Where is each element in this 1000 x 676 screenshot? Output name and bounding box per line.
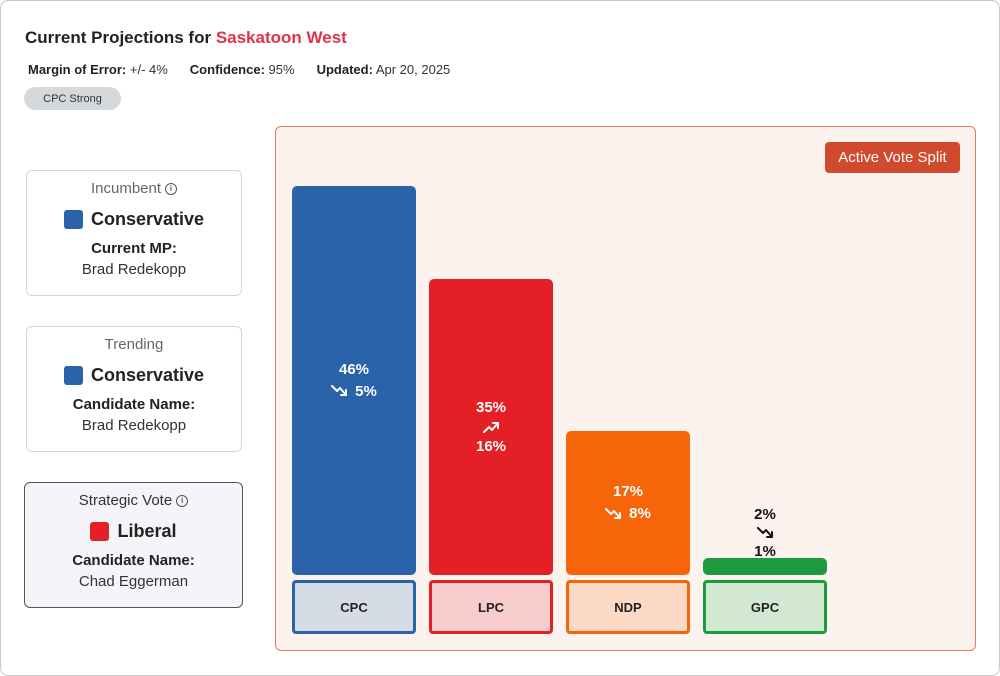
card-header: Strategic Vote i xyxy=(25,492,242,509)
bar-value-label: 35% xyxy=(475,399,507,416)
card-header: Incumbent i xyxy=(27,180,241,197)
bar-labels: 17% 8% xyxy=(566,483,690,522)
trend-down-icon xyxy=(605,507,622,520)
trending-card: Trending Conservative Candidate Name: Br… xyxy=(26,326,242,452)
category-label-cpc: CPC xyxy=(292,580,416,634)
bar-lpc: 35% 16% xyxy=(429,279,553,575)
status-badge: CPC Strong xyxy=(24,87,121,110)
party-row: Conservative xyxy=(27,365,241,386)
current-mp-name: Brad Redekopp xyxy=(81,261,187,278)
trend-value-label: 1% xyxy=(754,543,776,561)
strategic-vote-card: Strategic Vote i Liberal Candidate Name: … xyxy=(24,482,243,608)
meta-row: Margin of Error: +/- 4% Confidence: 95% … xyxy=(28,62,450,77)
updated-date: Updated: Apr 20, 2025 xyxy=(316,62,451,77)
trend-value-label: 16% xyxy=(475,438,507,455)
bar-value-label: 46% xyxy=(338,360,370,378)
bar-value-label: 2% xyxy=(754,506,776,524)
confidence: Confidence: 95% xyxy=(189,62,295,77)
bar-cpc: 46% 5% xyxy=(292,186,416,575)
margin-of-error: Margin of Error: +/- 4% xyxy=(28,62,168,77)
party-swatch xyxy=(90,522,110,541)
party-swatch xyxy=(63,210,83,229)
candidate-label: Candidate Name: xyxy=(72,396,196,413)
active-vote-split-button[interactable]: Active Vote Split xyxy=(825,142,960,173)
category-label-ndp: NDP xyxy=(566,580,690,634)
bar-gpc xyxy=(703,558,827,575)
trend-value-label: 5% xyxy=(355,382,377,400)
party-swatch xyxy=(63,366,83,385)
candidate-name: Chad Eggerman xyxy=(78,573,189,590)
candidate-name: Brad Redekopp xyxy=(81,417,187,434)
page-title: Current Projections for Saskatoon West xyxy=(25,28,347,48)
trend-down-icon xyxy=(757,527,773,539)
party-row: Conservative xyxy=(27,209,241,230)
trend-up-icon xyxy=(483,421,499,433)
current-mp-label: Current MP: xyxy=(91,240,177,257)
info-icon[interactable]: i xyxy=(165,182,178,195)
card-header: Trending xyxy=(104,336,164,353)
incumbent-card: Incumbent i Conservative Current MP: Brad… xyxy=(26,170,242,296)
candidate-label: Candidate Name: xyxy=(72,552,195,569)
party-row: Liberal xyxy=(25,521,242,542)
riding-name: Saskatoon West xyxy=(215,28,347,47)
vote-split-panel: Active Vote Split 46% 5% CPC 35% 16% LPC 17% 8%… xyxy=(275,126,976,651)
trend-value-label: 8% xyxy=(629,505,651,523)
bar-labels: 35% 16% xyxy=(429,399,553,455)
category-label-gpc: GPC xyxy=(703,580,827,634)
info-icon[interactable]: i xyxy=(176,494,189,507)
bar-value-label: 17% xyxy=(612,483,644,501)
trend-down-icon xyxy=(331,385,348,397)
title-prefix: Current Projections for xyxy=(25,28,216,47)
category-label-lpc: LPC xyxy=(429,580,553,634)
bar-labels: 2% 1% xyxy=(703,506,827,560)
bar-labels: 46% 5% xyxy=(292,361,416,400)
bar-ndp: 17% 8% xyxy=(566,431,690,575)
